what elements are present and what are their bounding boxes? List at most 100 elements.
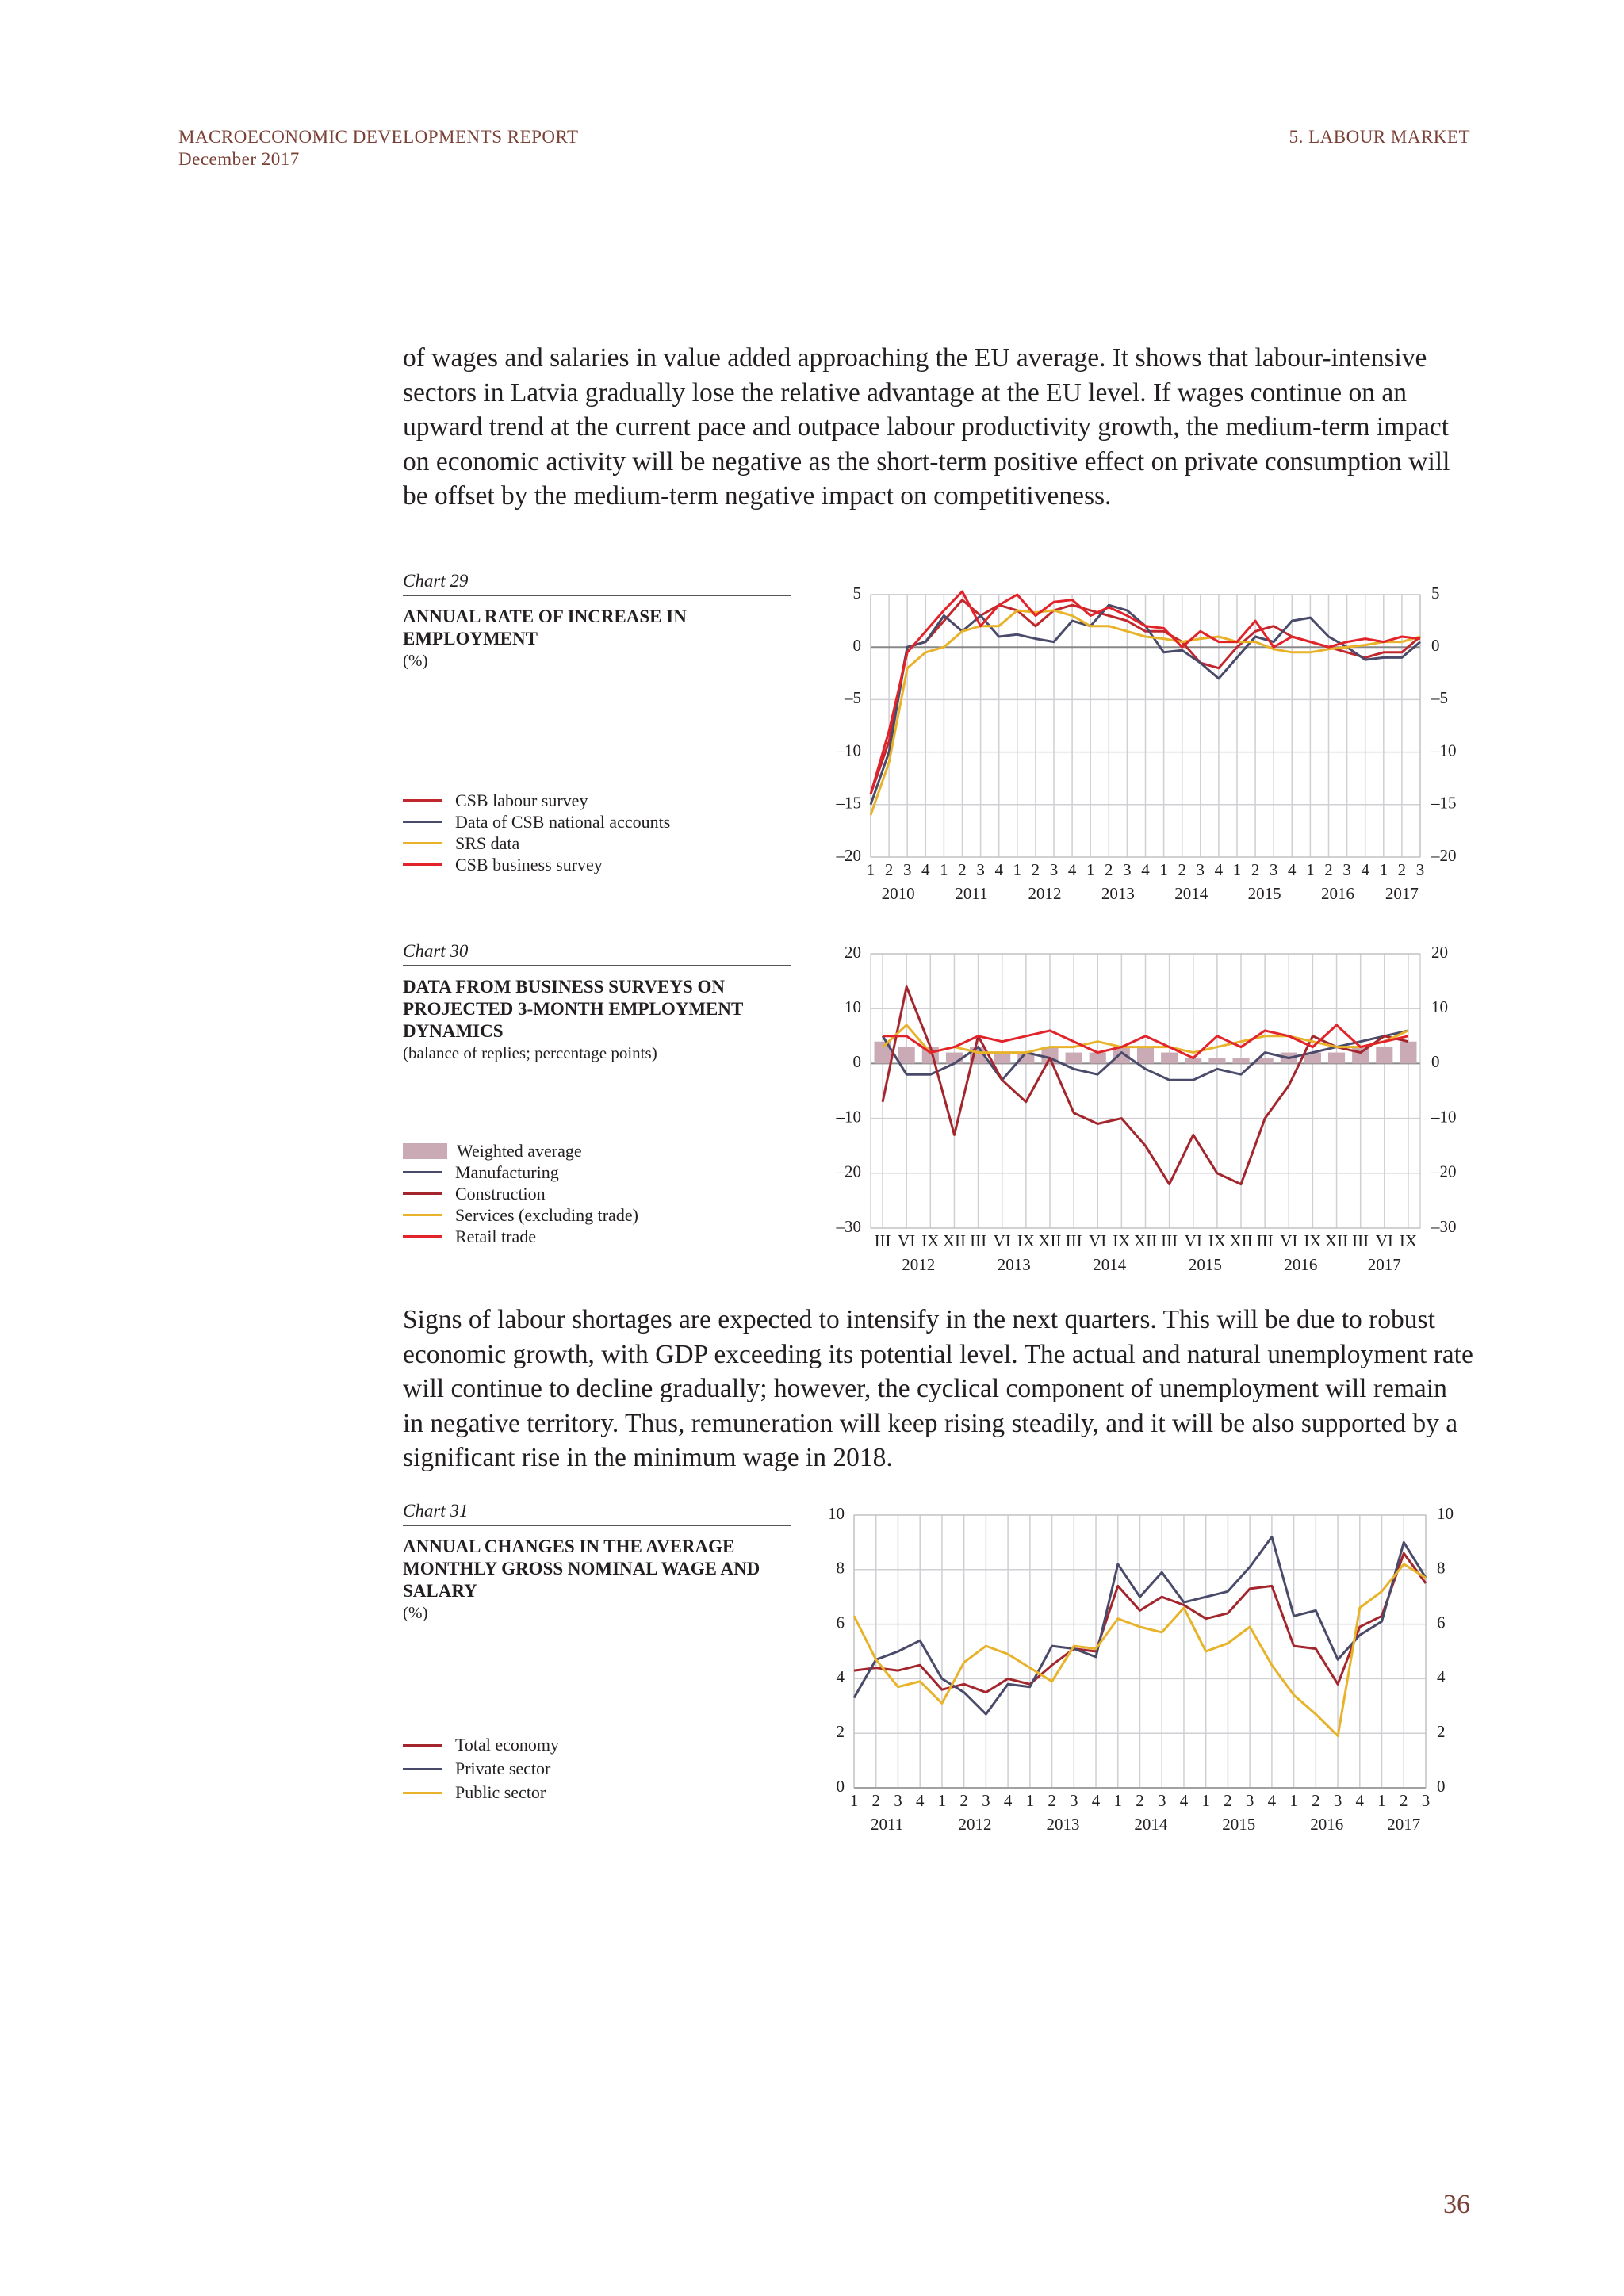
y2-tick-label: 0	[1437, 1777, 1446, 1796]
y2-tick-label: –20	[1431, 1162, 1457, 1181]
series-line	[869, 590, 1421, 795]
bar	[1304, 1052, 1321, 1064]
y-tick-label: 4	[837, 1667, 845, 1686]
x-tick-label: 3	[1123, 860, 1132, 879]
x-tick-label: 3	[1197, 860, 1205, 879]
bar	[1376, 1047, 1393, 1064]
y2-tick-label: 20	[1431, 943, 1448, 962]
x-tick-label: VI	[1280, 1231, 1297, 1250]
paragraph: Signs of labour shortages are expected t…	[403, 1305, 1473, 1472]
year-label: 2014	[1093, 1255, 1127, 1274]
x-tick-label: XII	[1134, 1231, 1157, 1250]
legend-item: Services (excluding trade)	[403, 1204, 638, 1226]
y2-tick-label: 10	[1431, 997, 1448, 1016]
x-tick-label: 4	[1356, 1791, 1365, 1810]
x-tick-label: IX	[1113, 1231, 1130, 1250]
x-tick-label: III	[875, 1231, 891, 1250]
chart-label: Chart 31	[403, 1501, 791, 1526]
year-label: 2016	[1310, 1815, 1343, 1834]
x-tick-label: 4	[1288, 860, 1297, 879]
x-tick-label: 2	[1312, 1791, 1320, 1810]
x-tick-label: 2	[959, 1791, 968, 1810]
chart: –20 –20–15 –15–10 –10–5 –50 05 51 2 3 4 1 2 3 4 1 2 3 4 1 2…	[836, 584, 1457, 903]
x-tick-label: 1	[1377, 1791, 1386, 1810]
x-tick-label: 2	[1048, 1791, 1056, 1810]
chart-title: ANNUAL RATE OF INCREASE IN EMPLOYMENT	[403, 607, 687, 649]
x-tick-label: 4	[916, 1791, 925, 1810]
y-tick-label: 10	[845, 997, 861, 1016]
series-line	[883, 1024, 1409, 1059]
legend-swatch	[403, 799, 442, 802]
y-tick-label: –30	[836, 1217, 862, 1236]
x-tick-label: 2	[1178, 860, 1186, 879]
y2-tick-label: 6	[1437, 1613, 1446, 1632]
legend-label: CSB business survey	[455, 854, 603, 874]
x-tick-label: 1	[1380, 860, 1388, 879]
x-tick-label: 4	[1268, 1791, 1277, 1810]
x-tick-label: III	[1257, 1231, 1274, 1250]
legend-item: Data of CSB national accounts	[403, 811, 670, 832]
series-line	[869, 609, 1421, 816]
y2-tick-label: –30	[1431, 1217, 1457, 1236]
chart-block: Chart 31 ANNUAL CHANGES IN THE AVERAGE MO…	[403, 1501, 791, 1842]
legend: Weighted average Manufacturing Constructio…	[403, 1140, 638, 1247]
legend-swatch	[403, 1743, 442, 1747]
y-tick-label: 0	[853, 1052, 862, 1071]
y-tick-label: 0	[853, 636, 862, 655]
legend-item: CSB labour survey	[403, 790, 670, 811]
legend-item: Manufacturing	[403, 1161, 638, 1183]
chart-label: Chart 29	[403, 571, 791, 596]
bar	[1089, 1052, 1106, 1064]
year-label: 2017	[1387, 1815, 1420, 1834]
x-tick-label: 4	[1004, 1791, 1013, 1810]
legend-item: CSB business survey	[403, 854, 670, 875]
x-tick-label: 1	[850, 1791, 859, 1810]
legend-label: Total economy	[455, 1735, 560, 1755]
year-label: 2015	[1189, 1255, 1222, 1274]
year-label: 2017	[1368, 1255, 1401, 1274]
year-label: 2013	[1046, 1815, 1079, 1834]
y-tick-label: 2	[837, 1722, 845, 1741]
legend-swatch	[403, 1214, 442, 1216]
x-tick-label: 2	[1398, 860, 1407, 879]
legend-swatch	[403, 1767, 442, 1770]
bar	[1208, 1058, 1226, 1064]
x-tick-label: 1	[1013, 860, 1022, 879]
x-tick-label: 1	[1114, 1791, 1123, 1810]
chart-title: DATA FROM BUSINESS SURVEYS ON PROJECTED …	[403, 977, 743, 1041]
y-tick-label: 5	[853, 584, 862, 603]
bar	[1113, 1047, 1130, 1064]
x-tick-label: IX	[1017, 1231, 1035, 1250]
legend: Total economy Private sector Public sector	[403, 1733, 559, 1804]
header-section: 5. LABOUR MARKET	[1289, 127, 1470, 147]
x-tick-label: 4	[994, 860, 1003, 879]
y-tick-label: –15	[836, 794, 862, 813]
year-label: 2015	[1248, 884, 1281, 903]
x-tick-label: 2	[1324, 860, 1333, 879]
y-tick-label: –10	[836, 1107, 862, 1126]
year-label: 2010	[882, 884, 915, 903]
legend-swatch	[403, 1192, 442, 1195]
x-tick-label: 1	[1159, 860, 1168, 879]
chart-label: Chart 30	[403, 941, 791, 966]
y-tick-label: 0	[837, 1777, 845, 1796]
x-tick-label: 3	[1270, 860, 1278, 879]
x-tick-label: IX	[921, 1231, 939, 1250]
x-tick-label: 4	[1180, 1791, 1189, 1810]
chart-unit: (%)	[403, 651, 428, 670]
legend-swatch	[403, 1171, 442, 1173]
x-tick-label: 1	[1289, 1791, 1298, 1810]
x-tick-label: IX	[1400, 1231, 1417, 1250]
x-tick-label: 3	[1246, 1791, 1254, 1810]
x-tick-label: 1	[1026, 1791, 1035, 1810]
bar	[1232, 1058, 1250, 1064]
y2-tick-label: 8	[1437, 1559, 1446, 1578]
legend-label: Private sector	[455, 1758, 551, 1778]
x-tick-label: 4	[1361, 860, 1369, 879]
x-tick-label: 1	[1086, 860, 1095, 879]
legend-label: Construction	[455, 1183, 546, 1203]
x-tick-label: 3	[1416, 860, 1425, 879]
legend-swatch	[403, 842, 442, 844]
bar	[1136, 1047, 1155, 1064]
y2-tick-label: 0	[1431, 636, 1440, 655]
